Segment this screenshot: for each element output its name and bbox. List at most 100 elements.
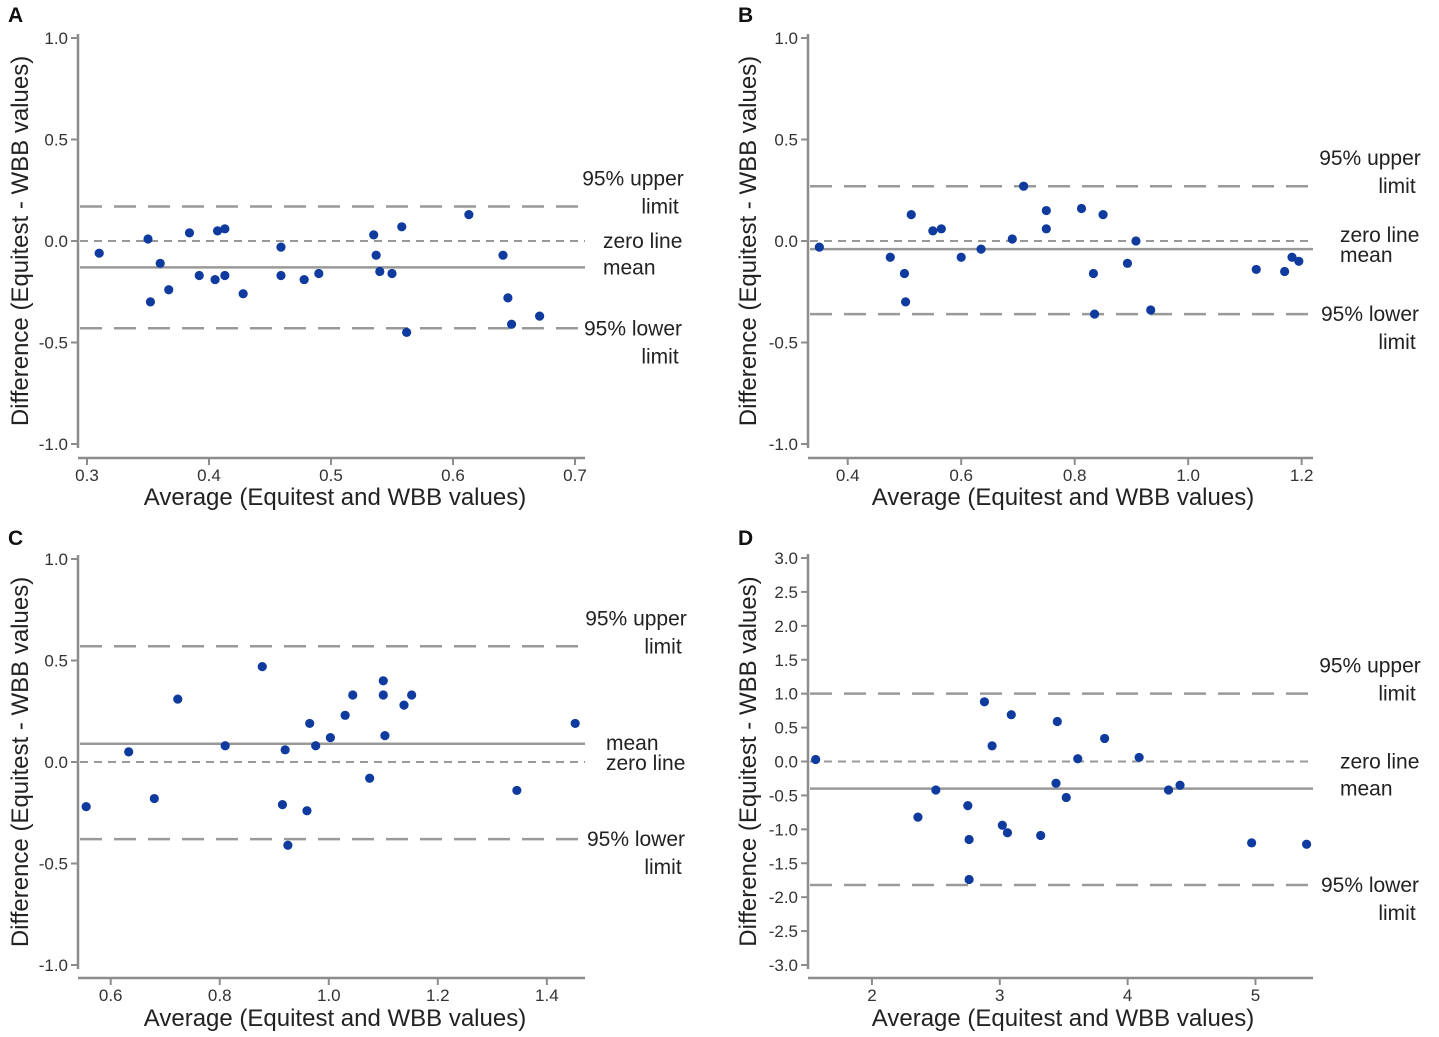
x-tick-label: 0.8 [208, 986, 232, 1005]
data-point [173, 694, 183, 704]
data-point [535, 311, 545, 321]
data-point [402, 327, 412, 337]
data-point [1280, 266, 1290, 277]
data-point [314, 268, 324, 279]
y-tick-label: 0.5 [774, 131, 798, 150]
data-point [276, 270, 286, 281]
data-point [299, 274, 309, 285]
x-tick-label: 0.7 [563, 466, 587, 485]
data-point [280, 745, 290, 755]
y-tick-label: -3.0 [769, 956, 798, 975]
y-tick-label: -1.0 [769, 820, 798, 839]
data-point [365, 773, 375, 783]
upper-limit-label-line2: limit [641, 195, 678, 218]
data-point [378, 690, 388, 700]
x-tick-label: 2 [867, 986, 876, 1005]
data-point [997, 820, 1007, 830]
lower-limit-label-line2: limit [1378, 902, 1415, 925]
data-point [1073, 754, 1083, 764]
data-point [145, 297, 156, 307]
x-axis-title: Average (Equitest and WBB values) [872, 484, 1254, 511]
data-point [375, 266, 385, 277]
data-point [1302, 839, 1312, 849]
data-point [1041, 205, 1051, 216]
data-point [194, 270, 204, 281]
y-tick-label: 1.0 [44, 550, 68, 569]
x-tick-label: 0.4 [836, 466, 860, 485]
data-point [276, 242, 286, 252]
data-point [1146, 305, 1156, 315]
data-point [340, 710, 350, 720]
y-tick-label: 0.5 [44, 131, 68, 150]
y-tick-label: -1.0 [769, 435, 798, 454]
data-point [498, 250, 508, 260]
y-tick-label: -0.5 [39, 855, 68, 874]
data-point [570, 718, 580, 729]
y-tick-label: 1.5 [774, 651, 798, 670]
x-axis-title: Average (Equitest and WBB values) [144, 1005, 526, 1032]
x-tick-label: 0.6 [99, 986, 123, 1005]
data-point [885, 252, 895, 262]
lower-limit-label-line2: limit [641, 345, 678, 368]
data-point [936, 224, 946, 234]
zero-line-label: zero line [1340, 751, 1419, 774]
data-point [257, 661, 267, 672]
x-tick-label: 0.4 [197, 466, 221, 485]
data-point [1134, 752, 1144, 763]
data-point [305, 718, 315, 729]
data-point [81, 802, 91, 812]
data-point [964, 834, 974, 845]
y-tick-label: -1.5 [769, 854, 798, 873]
y-tick-label: -2.5 [769, 922, 798, 941]
x-axis-title: Average (Equitest and WBB values) [144, 484, 526, 511]
data-point [1175, 780, 1185, 790]
data-point [143, 234, 153, 244]
y-tick-label: 2.0 [774, 617, 798, 636]
data-point [399, 700, 409, 710]
x-tick-label: 5 [1251, 986, 1260, 1005]
x-tick-label: 0.6 [441, 466, 465, 485]
data-point [1089, 309, 1100, 319]
data-point [964, 874, 974, 885]
data-point [1122, 258, 1133, 268]
upper-limit-label: 95% upper [582, 167, 684, 190]
data-point [931, 785, 941, 795]
data-point [220, 270, 230, 281]
lower-limit-label-line2: limit [644, 856, 681, 879]
data-point [811, 754, 821, 765]
x-tick-label: 1.4 [535, 986, 559, 1005]
data-point [1019, 181, 1029, 191]
data-point [277, 800, 288, 810]
x-axis-title: Average (Equitest and WBB values) [872, 1005, 1254, 1032]
data-point [283, 840, 293, 850]
x-tick-label: 0.6 [949, 466, 973, 485]
data-point [1041, 224, 1051, 234]
lower-limit-label: 95% lower [587, 828, 685, 851]
data-point [371, 250, 381, 260]
data-point [979, 697, 990, 707]
data-point [900, 297, 911, 307]
data-point [928, 226, 938, 236]
data-point [149, 793, 159, 804]
x-tick-label: 0.3 [75, 466, 99, 485]
y-tick-label: -1.0 [39, 435, 68, 454]
zero-line-label: zero line [603, 230, 682, 253]
panel-a: A -1.0 -0.5 0.0 0.5 1.0 0.3 0.4 0.5 0.6 0.7 Average… [7, 4, 684, 511]
zero-line-label: zero line [606, 752, 685, 775]
data-point [369, 230, 379, 240]
x-tick-label: 1.0 [317, 986, 341, 1005]
data-point [506, 319, 517, 329]
y-axis-title: Difference (Equitest - WBB values) [735, 576, 762, 946]
data-point [155, 258, 165, 268]
y-axis-title: Difference (Equitest - WBB values) [7, 56, 34, 426]
data-point [1002, 828, 1013, 838]
y-axis-title: Difference (Equitest - WBB values) [735, 56, 762, 426]
panel-letter: B [738, 4, 753, 27]
x-tick-label: 1.0 [1176, 466, 1200, 485]
lower-limit-label: 95% lower [1321, 874, 1419, 897]
data-point [407, 690, 417, 700]
data-point [1251, 264, 1261, 275]
panel-d: D -3.0 -2.5 -2.0 -1.5 -1.0 -0.5 0.0 0.5 1.0 1.5 2.0… [735, 527, 1421, 1032]
y-tick-label: -0.5 [39, 334, 68, 353]
